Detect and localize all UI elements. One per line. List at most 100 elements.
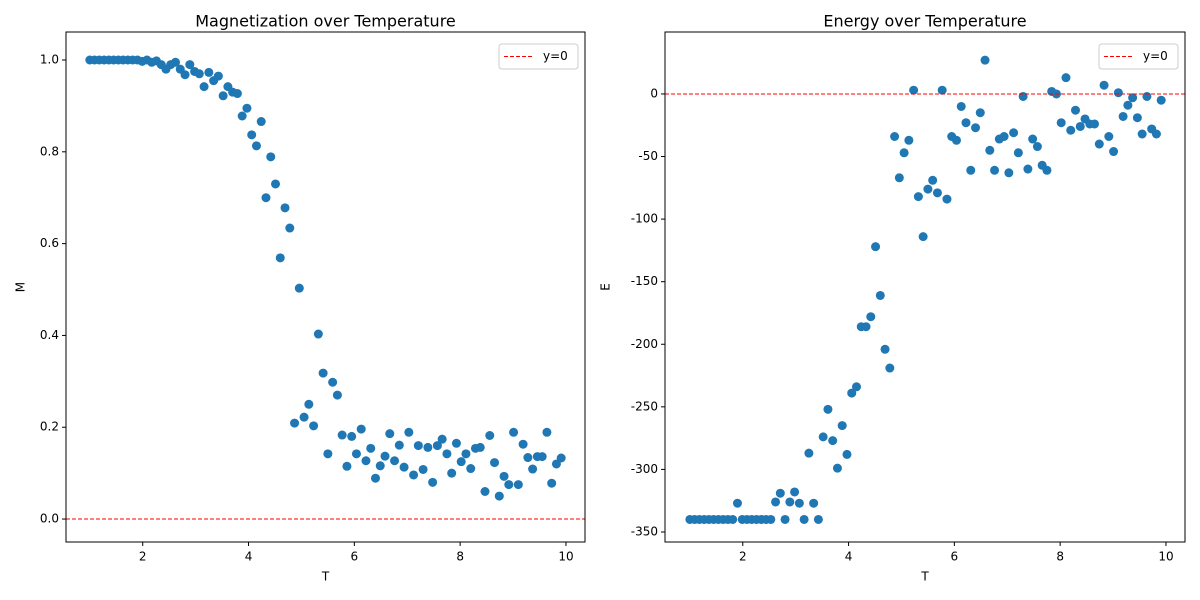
point	[732, 498, 742, 508]
x-axis-label: T	[321, 570, 330, 584]
y-tick-label: 0.8	[40, 144, 59, 158]
point	[337, 430, 347, 440]
point	[504, 480, 514, 490]
point	[832, 463, 842, 473]
point	[523, 453, 533, 463]
point	[199, 82, 209, 92]
point	[809, 498, 819, 508]
legend-box	[1098, 43, 1179, 70]
point	[961, 118, 971, 128]
point	[247, 130, 257, 140]
point	[909, 85, 919, 95]
point	[847, 388, 857, 398]
point	[951, 135, 961, 145]
point	[956, 101, 966, 111]
point	[1070, 105, 1080, 115]
legend-box	[498, 43, 579, 70]
x-tick-label: 4	[245, 550, 253, 564]
x-tick-label: 6	[351, 550, 359, 564]
point	[347, 431, 357, 441]
point	[942, 194, 952, 204]
y-tick-label: 0.2	[40, 420, 59, 434]
point	[280, 203, 290, 213]
x-tick-label: 4	[845, 550, 853, 564]
point	[442, 449, 452, 459]
y-tick-label: -50	[638, 149, 658, 163]
point	[361, 456, 371, 466]
point	[475, 442, 485, 452]
y-tick-label: -250	[631, 399, 658, 413]
point	[871, 242, 881, 252]
point	[423, 442, 433, 452]
point	[771, 497, 781, 507]
point	[1066, 125, 1076, 135]
point	[837, 421, 847, 431]
point	[1142, 91, 1152, 101]
point	[418, 464, 428, 474]
point	[451, 438, 461, 448]
y-axis-label: M	[14, 282, 28, 292]
point	[194, 69, 204, 79]
point	[937, 85, 947, 95]
point	[385, 429, 395, 439]
point	[823, 404, 833, 414]
point	[309, 421, 319, 431]
point	[494, 491, 504, 501]
x-tick-label: 8	[456, 550, 464, 564]
point	[461, 449, 471, 459]
point	[404, 427, 414, 437]
point	[294, 283, 304, 293]
point	[1118, 111, 1128, 121]
y-tick-label: 0	[650, 86, 658, 100]
point	[890, 132, 900, 142]
point	[861, 322, 871, 332]
legend-label: y=0	[1143, 49, 1168, 63]
point	[256, 117, 266, 127]
point	[971, 123, 981, 133]
point	[251, 141, 261, 151]
point	[1113, 88, 1123, 98]
point	[1090, 119, 1100, 129]
y-tick-label: 1.0	[40, 53, 59, 67]
point	[1156, 95, 1166, 105]
point	[1023, 164, 1033, 174]
point	[204, 67, 214, 77]
point	[990, 165, 1000, 175]
point	[218, 91, 228, 101]
point	[537, 452, 547, 462]
point	[370, 473, 380, 483]
chart-title: Energy over Temperature	[823, 12, 1026, 31]
y-tick-label: 0.4	[40, 328, 59, 342]
point	[1061, 73, 1071, 83]
x-tick-label: 10	[558, 550, 573, 564]
legend-label: y=0	[543, 49, 568, 63]
point	[1004, 168, 1014, 178]
point	[366, 443, 376, 453]
point	[1013, 148, 1023, 158]
point	[213, 71, 223, 81]
point	[985, 145, 995, 155]
point	[918, 232, 928, 242]
point	[1032, 142, 1042, 152]
point	[813, 514, 823, 524]
point	[899, 148, 909, 158]
point	[456, 457, 466, 467]
point	[299, 412, 309, 422]
point	[1018, 91, 1028, 101]
point	[794, 498, 804, 508]
point	[999, 132, 1009, 142]
point	[290, 418, 300, 428]
point	[880, 344, 890, 354]
point	[885, 363, 895, 373]
point	[966, 165, 976, 175]
point	[1099, 80, 1109, 90]
point	[313, 329, 323, 339]
point	[785, 497, 795, 507]
y-tick-label: 0.6	[40, 236, 59, 250]
point	[1056, 118, 1066, 128]
point	[923, 184, 933, 194]
point	[913, 192, 923, 202]
point	[342, 461, 352, 471]
point	[775, 488, 785, 498]
point	[399, 462, 409, 472]
